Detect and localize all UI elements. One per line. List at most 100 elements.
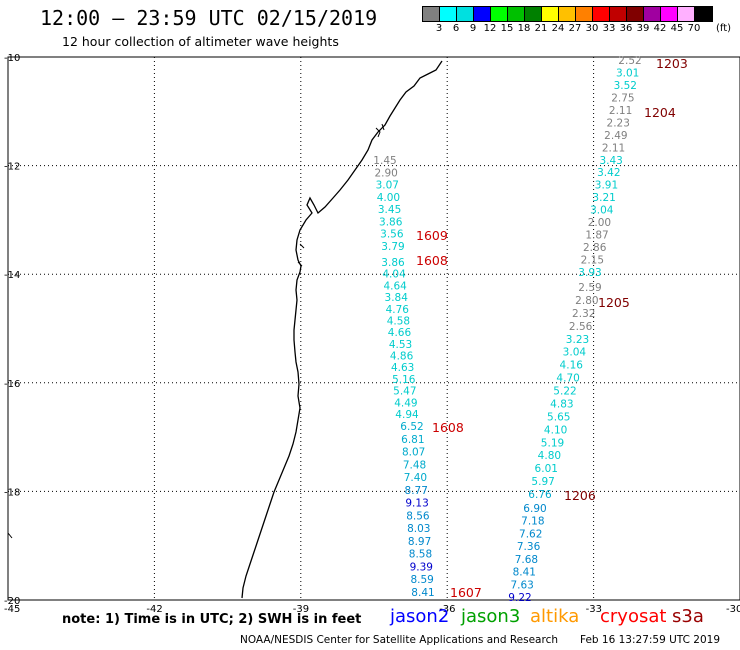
- track-pass-label: 1609: [416, 228, 448, 243]
- legend-swatch: [610, 7, 627, 21]
- track-pass-label: 1205: [598, 295, 630, 310]
- legend-swatch: [457, 7, 474, 21]
- track-pass-label: 1607: [450, 585, 482, 600]
- legend-label: 45: [670, 23, 684, 34]
- wave-height-label: 7.36: [517, 541, 541, 553]
- legend-swatch: [440, 7, 457, 21]
- wave-height-label: 3.23: [566, 334, 589, 346]
- legend-swatch: [593, 7, 610, 21]
- wave-height-label: 2.32: [572, 308, 595, 320]
- wave-height-label: 5.47: [393, 386, 416, 398]
- wave-height-label: 4.10: [544, 424, 567, 436]
- lat-tick-label: -14: [4, 270, 20, 281]
- wave-height-label: 8.59: [410, 574, 433, 586]
- legend-label: 70: [687, 23, 701, 34]
- wave-height-label: 4.04: [382, 269, 406, 281]
- legend-swatch: [423, 7, 440, 21]
- wave-height-label: 3.42: [597, 167, 620, 179]
- wave-height-label: 5.19: [541, 437, 564, 449]
- wave-height-label: 6.76: [528, 489, 552, 501]
- wave-height-label: 2.90: [374, 167, 397, 179]
- lat-tick-label: -20: [4, 596, 20, 607]
- wave-height-label: 3.91: [595, 180, 618, 192]
- wave-height-label: 8.77: [405, 485, 428, 497]
- wave-height-label: 8.07: [402, 447, 425, 459]
- mission-cryosat: cryosat: [600, 606, 667, 627]
- wave-height-label: 2.56: [569, 321, 593, 333]
- legend-label: 3: [435, 23, 443, 34]
- wave-height-label: 2.15: [581, 255, 604, 267]
- color-legend-labels: 3 6 9 12 15 18 21 24 27 30 33 36 39 42 45 70: [422, 23, 740, 35]
- wave-height-label: 5.97: [531, 476, 554, 488]
- graticule: [8, 57, 740, 600]
- wave-height-label: 2.23: [607, 117, 630, 129]
- legend-swatch: [627, 7, 644, 21]
- legend-label: 9: [469, 23, 477, 34]
- legend-label: 15: [500, 23, 514, 34]
- wave-height-label: 7.18: [521, 516, 544, 528]
- lon-tick-label: -45: [4, 604, 20, 615]
- wave-height-label: 8.03: [407, 523, 430, 535]
- legend-swatch: [542, 7, 559, 21]
- wave-height-label: 4.70: [556, 373, 579, 385]
- coastline-islets: [7, 123, 385, 539]
- lon-tick-label: -39: [293, 604, 309, 615]
- wave-height-label: 2.75: [611, 92, 634, 104]
- wave-height-label: 2.86: [583, 242, 607, 254]
- mission-s3a: s3a: [672, 606, 704, 627]
- wave-height-label: 7.68: [515, 554, 538, 566]
- legend-label: 6: [452, 23, 460, 34]
- legend-label: 27: [568, 23, 582, 34]
- generation-timestamp: Feb 16 13:27:59 UTC 2019: [580, 634, 720, 646]
- legend-swatch: [491, 7, 508, 21]
- wave-height-label: 8.58: [409, 549, 432, 561]
- wave-height-label: 2.59: [578, 282, 601, 294]
- color-legend-bar: [422, 6, 713, 22]
- legend-swatch: [695, 7, 712, 21]
- wave-height-label: 5.16: [392, 374, 416, 386]
- wave-height-label: 2.80: [575, 295, 598, 307]
- footer-note: note: 1) Time is in UTC; 2) SWH is in fe…: [62, 612, 362, 627]
- wave-height-values: 2.523.013.522.752.112.232.492.113.433.42…: [373, 55, 688, 604]
- wave-height-label: 3.45: [378, 204, 401, 216]
- legend-label: 12: [483, 23, 497, 34]
- wave-height-label: 4.94: [395, 409, 419, 421]
- credit-line: NOAA/NESDIS Center for Satellite Applica…: [240, 634, 558, 646]
- wave-height-label: 3.52: [614, 80, 637, 92]
- wave-height-label: 2.49: [604, 130, 627, 142]
- legend-label: 18: [517, 23, 531, 34]
- lon-tick-label: -36: [439, 604, 455, 615]
- wave-height-label: 1.45: [373, 155, 396, 167]
- wave-height-label: 3.84: [385, 292, 409, 304]
- wave-height-label: 2.52: [618, 55, 641, 67]
- wave-height-label: 8.41: [513, 567, 536, 579]
- wave-height-label: 6.01: [535, 463, 558, 475]
- wave-height-label: 3.56: [380, 229, 404, 241]
- wave-height-label: 9.22: [508, 592, 531, 604]
- wave-height-label: 4.16: [560, 360, 584, 372]
- lat-tick-label: -10: [4, 53, 20, 64]
- legend-unit: (ft): [716, 23, 732, 34]
- wave-height-label: 8.41: [411, 587, 434, 599]
- wave-height-label: 4.64: [383, 280, 407, 292]
- wave-height-label: 6.81: [401, 434, 424, 446]
- wave-height-label: 4.49: [394, 397, 417, 409]
- wave-height-label: 3.79: [381, 241, 404, 253]
- wave-height-label: 3.43: [599, 155, 622, 167]
- lon-tick-label: -42: [146, 604, 162, 615]
- mission-jason2: jason2: [390, 606, 450, 627]
- map-frame: [7, 56, 740, 601]
- wave-height-label: 1.87: [585, 230, 608, 242]
- legend-swatch: [661, 7, 678, 21]
- legend-label: 24: [551, 23, 565, 34]
- mission-jason3: jason3: [461, 606, 521, 627]
- track-pass-label: 1203: [656, 56, 688, 71]
- legend-label: 30: [585, 23, 599, 34]
- wave-height-label: 8.97: [408, 536, 431, 548]
- wave-height-label: 2.11: [602, 142, 625, 154]
- legend-swatch: [644, 7, 661, 21]
- wave-height-label: 3.21: [592, 192, 615, 204]
- wave-height-label: 3.04: [590, 205, 614, 217]
- wave-height-label: 3.86: [381, 257, 405, 269]
